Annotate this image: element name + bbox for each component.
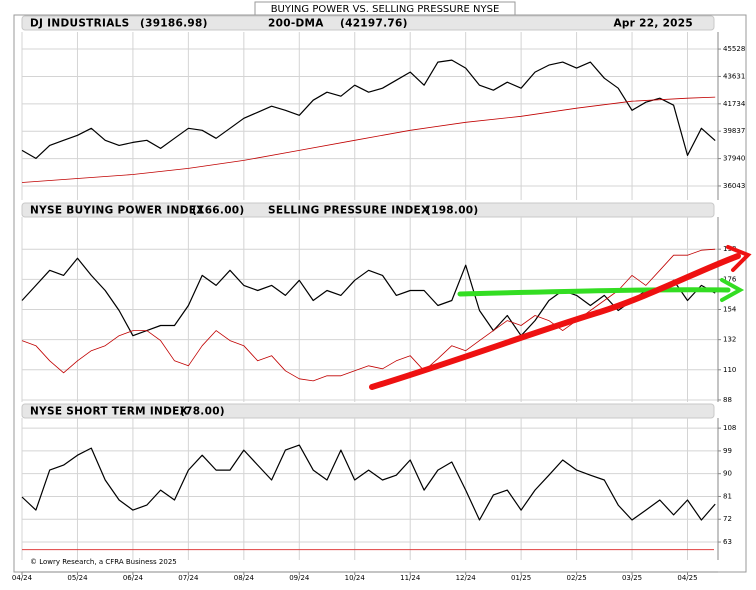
legend-value: (78.00) [180,406,225,418]
x-tick-label: 08/24 [234,574,255,582]
y-tick-label: 37940 [723,155,745,163]
green-arrow-head [720,278,745,302]
x-tick-label: 04/25 [677,574,697,582]
y-tick-label: 154 [723,306,737,314]
x-tick-label: 11/24 [400,574,421,582]
panel-header [21,15,715,31]
y-tick-label: 41734 [723,100,746,108]
legend-name: NYSE BUYING POWER INDEX [30,205,205,217]
x-tick-label: 01/25 [511,574,531,582]
y-tick-label: 176 [723,275,737,283]
x-tick-label: 12/24 [456,574,477,582]
legend-value: (166.00) [192,205,245,217]
legend-value: (42197.76) [340,18,408,30]
credit: © Lowry Research, a CFRA Business 2025 [30,558,177,566]
y-tick-label: 45528 [723,45,745,53]
y-tick-label: 72 [723,515,732,523]
chart-title: BUYING POWER VS. SELLING PRESSURE NYSE [271,4,500,15]
panel-header [21,202,715,218]
red-arrow [369,253,741,390]
x-tick-label: 09/24 [289,574,310,582]
panel-header [21,403,715,419]
red-arrow-head [726,245,752,272]
x-tick-label: 03/25 [622,574,642,582]
green-arrow [457,287,731,297]
y-tick-label: 63 [723,538,732,546]
y-tick-label: 36043 [723,182,745,190]
annotations [369,245,752,390]
series-line [21,248,716,382]
title-box [254,1,516,16]
x-tick-label: 10/24 [345,574,366,582]
legend-value: (198.00) [426,205,479,217]
legend-name: NYSE SHORT TERM INDEX [30,406,188,418]
y-tick-label: 90 [723,470,732,478]
y-tick-label: 43631 [723,72,745,80]
y-tick-label: 99 [723,447,732,455]
series-line [21,59,716,159]
series-line [21,96,716,183]
y-tick-label: 108 [723,424,736,432]
frame [13,14,747,573]
series-line [21,444,716,521]
x-tick-label: 05/24 [67,574,88,582]
date: Apr 22, 2025 [613,18,693,30]
legend-name: 200-DMA [268,18,324,30]
series-line [21,257,716,337]
panels: DJ INDUSTRIALS (39186.98) 200-DMA (42197.76… [12,15,746,582]
x-tick-label: 07/24 [178,574,199,582]
legend-name: SELLING PRESSURE INDEX [268,205,429,217]
y-tick-label: 88 [723,396,732,404]
x-tick-label: 06/24 [123,574,144,582]
x-tick-label: 04/24 [12,574,33,582]
y-tick-label: 81 [723,492,732,500]
y-tick-label: 39837 [723,127,745,135]
y-tick-label: 132 [723,336,736,344]
y-tick-label: 110 [723,366,736,374]
legend-name: DJ INDUSTRIALS [30,18,130,30]
legend-value: (39186.98) [140,18,208,30]
x-tick-label: 02/25 [566,574,586,582]
